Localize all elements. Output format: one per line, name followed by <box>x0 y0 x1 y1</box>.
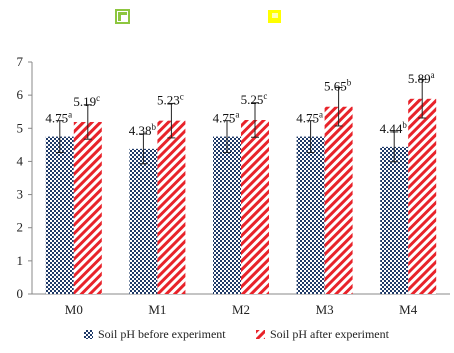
x-axis: M0 M1 M2 M3 M4 <box>32 293 450 317</box>
legend-label: Soil pH before experiment <box>98 327 226 341</box>
error-bar <box>334 87 343 127</box>
y-axis: 0 1 2 3 4 5 6 7 <box>17 54 33 301</box>
x-tick-label: M4 <box>399 302 418 317</box>
y-tick-label: 4 <box>17 153 24 168</box>
error-bar <box>83 104 92 140</box>
y-tick-label: 0 <box>17 286 24 301</box>
y-tick-label: 7 <box>17 54 24 69</box>
data-label: 5.19c <box>73 93 100 109</box>
bar <box>45 136 74 294</box>
bar <box>408 98 437 294</box>
green-square-icon <box>115 9 130 24</box>
bar <box>213 136 241 294</box>
bar <box>241 120 269 294</box>
bar <box>157 120 186 294</box>
error-bar <box>251 102 259 138</box>
legend-item: Soil pH before experiment <box>84 327 226 341</box>
data-label: 4.38b <box>129 122 157 138</box>
error-bar <box>306 120 315 153</box>
bars: 4.75a5.19c4.38b5.23c4.75a5.25c4.75a5.65b… <box>45 70 437 294</box>
y-tick-label: 6 <box>17 87 24 102</box>
bar <box>129 148 158 294</box>
x-tick-label: M2 <box>232 302 250 317</box>
error-bar <box>55 120 64 153</box>
error-bar <box>167 102 176 139</box>
legend-swatch <box>84 330 93 339</box>
legend-label: Soil pH after experiment <box>270 327 390 341</box>
bar <box>380 146 409 294</box>
x-tick-label: M0 <box>65 302 83 317</box>
y-tick-label: 3 <box>17 187 24 202</box>
x-tick-label: M1 <box>148 302 166 317</box>
data-label: 4.75a <box>296 110 323 126</box>
y-tick-label: 1 <box>17 253 24 268</box>
error-bar <box>223 120 231 153</box>
legend: Soil pH before experiment Soil pH after e… <box>84 327 390 341</box>
data-label: 5.89a <box>408 70 435 86</box>
bar <box>324 106 353 294</box>
yellow-square-icon <box>268 10 281 23</box>
data-label: 4.75a <box>213 110 240 126</box>
data-label: 5.65b <box>324 78 352 94</box>
x-tick-label: M3 <box>316 302 334 317</box>
data-label: 5.23c <box>157 92 184 108</box>
error-bar <box>139 133 148 165</box>
error-bar <box>418 79 427 119</box>
data-label: 4.44b <box>380 120 408 136</box>
legend-swatch <box>256 330 265 339</box>
bar <box>296 136 325 294</box>
data-label: 4.75a <box>45 110 72 126</box>
bar <box>73 121 102 294</box>
y-tick-label: 2 <box>17 220 24 235</box>
legend-item: Soil pH after experiment <box>256 327 390 341</box>
data-label: 5.25c <box>241 91 268 107</box>
error-bar <box>390 131 399 163</box>
y-tick-label: 5 <box>17 120 24 135</box>
